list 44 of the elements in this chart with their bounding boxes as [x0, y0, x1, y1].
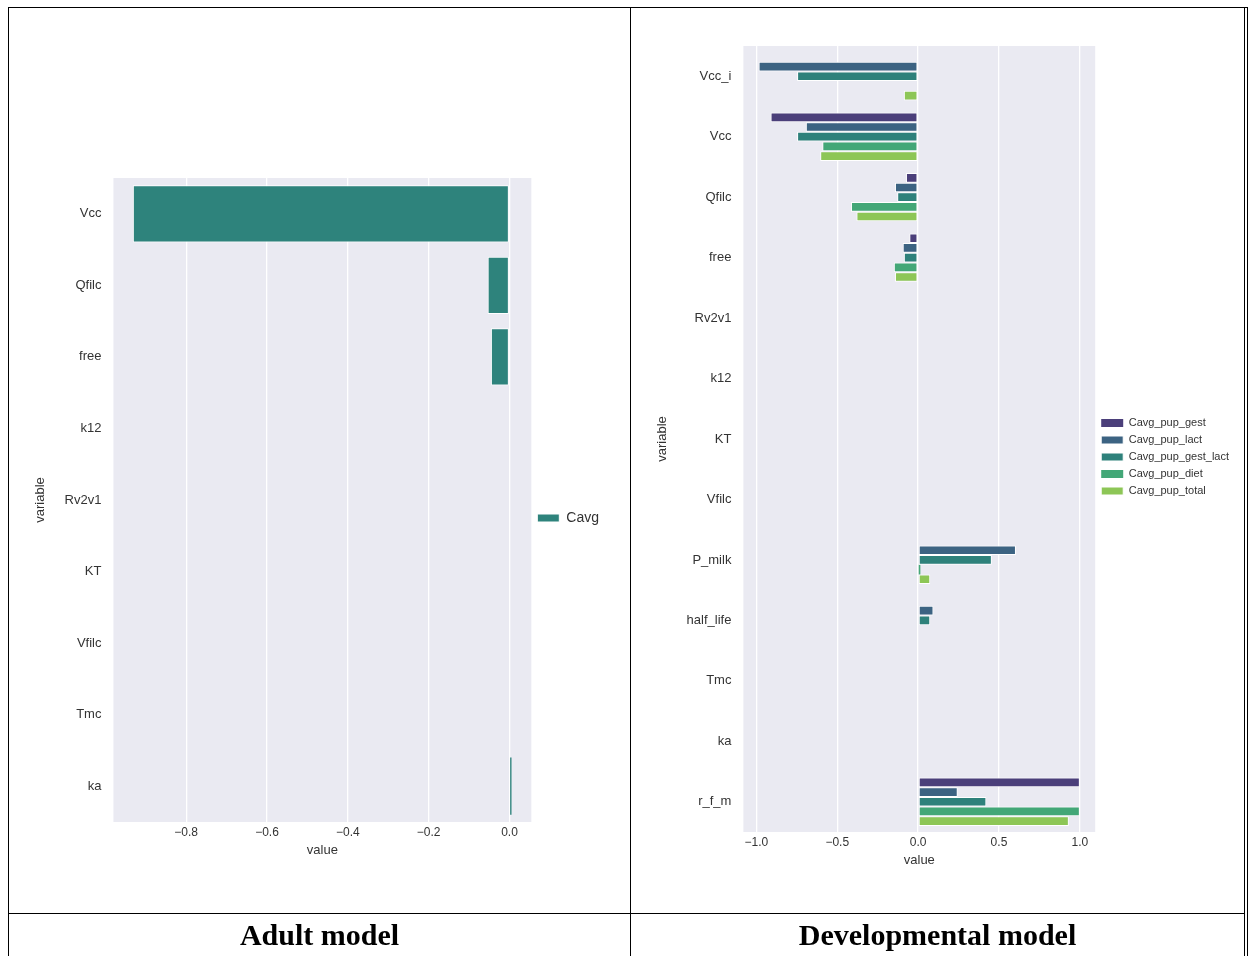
y-axis-title: variable — [654, 416, 670, 462]
x-tick-label: −0.2 — [416, 824, 441, 839]
x-tick-label: −1.0 — [744, 834, 769, 849]
y-tick-label: free — [709, 249, 732, 265]
x-axis-title: value — [903, 851, 935, 867]
y-tick-label: r_f_m — [698, 793, 732, 809]
x-tick-label: 0.0 — [909, 834, 927, 849]
y-axis-title: variable — [32, 477, 48, 523]
text: Adult model — [9, 914, 631, 956]
x-tick-label: 0.5 — [990, 834, 1008, 849]
y-tick-label: Vcc — [709, 128, 732, 144]
x-tick-label: −0.8 — [174, 824, 199, 839]
y-tick-label: Qfilc — [75, 276, 102, 292]
y-tick-label: ka — [717, 732, 733, 748]
x-tick-label: 1.0 — [1071, 834, 1089, 849]
y-tick-label: Vcc_i — [699, 67, 732, 83]
y-tick-label: ka — [87, 777, 103, 793]
y-tick-label: Rv2v1 — [694, 309, 732, 325]
y-tick-label: k12 — [710, 370, 732, 386]
x-tick-label: 0.0 — [501, 824, 519, 839]
y-tick-label: Rv2v1 — [64, 491, 102, 507]
y-tick-label: Vfilc — [706, 491, 732, 507]
legend-label: Cavg_pup_diet — [1128, 467, 1203, 480]
legend-label: Cavg_pup_total — [1128, 484, 1206, 497]
y-tick-label: k12 — [80, 420, 102, 436]
legend-label: Cavg_pup_lact — [1128, 433, 1203, 446]
y-tick-label: Tmc — [706, 672, 732, 688]
legend-label: Cavg — [566, 508, 599, 525]
y-tick-label: KT — [714, 430, 732, 446]
y-tick-label: Tmc — [76, 706, 102, 722]
y-tick-label: P_milk — [692, 551, 732, 567]
legend-label: Cavg_pup_gest — [1128, 416, 1206, 429]
y-tick-label: Qfilc — [705, 188, 732, 204]
y-tick-label: free — [79, 348, 102, 364]
y-tick-label: Vfilc — [76, 634, 102, 650]
x-tick-label: −0.5 — [825, 834, 850, 849]
text: Developmental model — [631, 914, 1245, 956]
x-tick-label: −0.6 — [255, 824, 280, 839]
x-tick-label: −0.4 — [335, 824, 361, 839]
x-axis-title: value — [306, 841, 338, 857]
y-tick-label: half_life — [686, 611, 732, 627]
y-tick-label: Vcc — [79, 205, 102, 221]
y-tick-label: KT — [84, 563, 102, 579]
legend-label: Cavg_pup_gest_lact — [1128, 450, 1229, 463]
